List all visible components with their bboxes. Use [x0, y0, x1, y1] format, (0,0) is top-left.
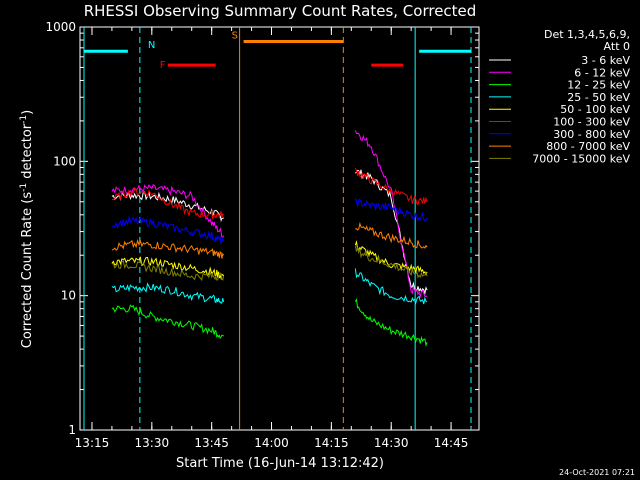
x-tick-label: 14:30	[374, 436, 409, 450]
series-lines	[111, 130, 428, 348]
legend-header-1: Det 1,3,4,5,6,9,	[544, 28, 630, 41]
series-line-seg2	[354, 197, 428, 222]
legend-entry-label: 50 - 100 keV	[560, 103, 630, 116]
x-tick-label: 13:45	[194, 436, 229, 450]
y-tick-label: 1	[68, 423, 76, 437]
x-axis-ticks: 13:15 13:30 13:45 14:00 14:15 14:30 14:45	[75, 27, 472, 450]
series-line-seg1	[111, 238, 225, 259]
x-axis-label: Start Time (16-Jun-14 13:12:42)	[176, 456, 384, 471]
footer-timestamp: 24-Oct-2021 07:21	[559, 468, 635, 477]
legend-entry-label: 100 - 300 keV	[553, 116, 630, 129]
y-axis-ticks: 1 10 100 1000	[45, 20, 479, 437]
series-line-seg2	[354, 298, 428, 348]
legend-entry-label: 12 - 25 keV	[567, 79, 630, 92]
series-line-seg1	[111, 186, 224, 220]
vertical-markers	[83, 27, 472, 430]
legend-entry-label: 6 - 12 keV	[574, 66, 630, 79]
series-line-seg2	[354, 268, 428, 305]
series-line-seg2	[354, 240, 428, 276]
series-line-seg2	[355, 221, 428, 249]
series-line-seg1	[111, 183, 225, 239]
legend-entry-label: 3 - 6 keV	[581, 54, 630, 67]
legend-header-2: Att 0	[604, 40, 630, 53]
series-line-seg1	[111, 282, 225, 304]
series-line-seg1	[111, 256, 225, 281]
plot-frame	[79, 26, 480, 431]
series-line-seg1	[111, 260, 225, 282]
legend-entry-label: 300 - 800 keV	[553, 128, 630, 141]
x-tick-label: 14:45	[434, 436, 469, 450]
y-tick-label: 100	[53, 154, 76, 168]
flag-label-F: F	[160, 60, 166, 71]
y-tick-label: 1000	[45, 20, 76, 34]
y-tick-label: 10	[61, 289, 76, 303]
x-tick-label: 14:15	[314, 436, 349, 450]
flag-bars: N S F	[83, 30, 472, 71]
series-line-seg1	[111, 304, 224, 340]
series-line-seg2	[354, 167, 428, 206]
legend-entry-label: 25 - 50 keV	[567, 91, 630, 104]
series-line-seg2	[354, 245, 428, 279]
flag-label-N: N	[148, 40, 155, 51]
legend-entry-label: 7000 - 15000 keV	[532, 152, 630, 165]
x-tick-label: 13:15	[75, 436, 110, 450]
x-tick-label: 14:00	[254, 436, 289, 450]
series-line-seg2	[354, 130, 428, 299]
flag-label-S: S	[232, 30, 238, 41]
x-tick-label: 13:30	[135, 436, 170, 450]
svg-text:Corrected Count Rate (s-1 dete: Corrected Count Rate (s-1 detector-1)	[19, 110, 35, 348]
series-line-seg1	[111, 215, 225, 245]
chart-title: RHESSI Observing Summary Count Rates, Co…	[84, 2, 477, 20]
y-axis-label: Corrected Count Rate (s-1 detector-1)	[19, 110, 35, 348]
legend-entry-label: 800 - 7000 keV	[546, 140, 630, 153]
